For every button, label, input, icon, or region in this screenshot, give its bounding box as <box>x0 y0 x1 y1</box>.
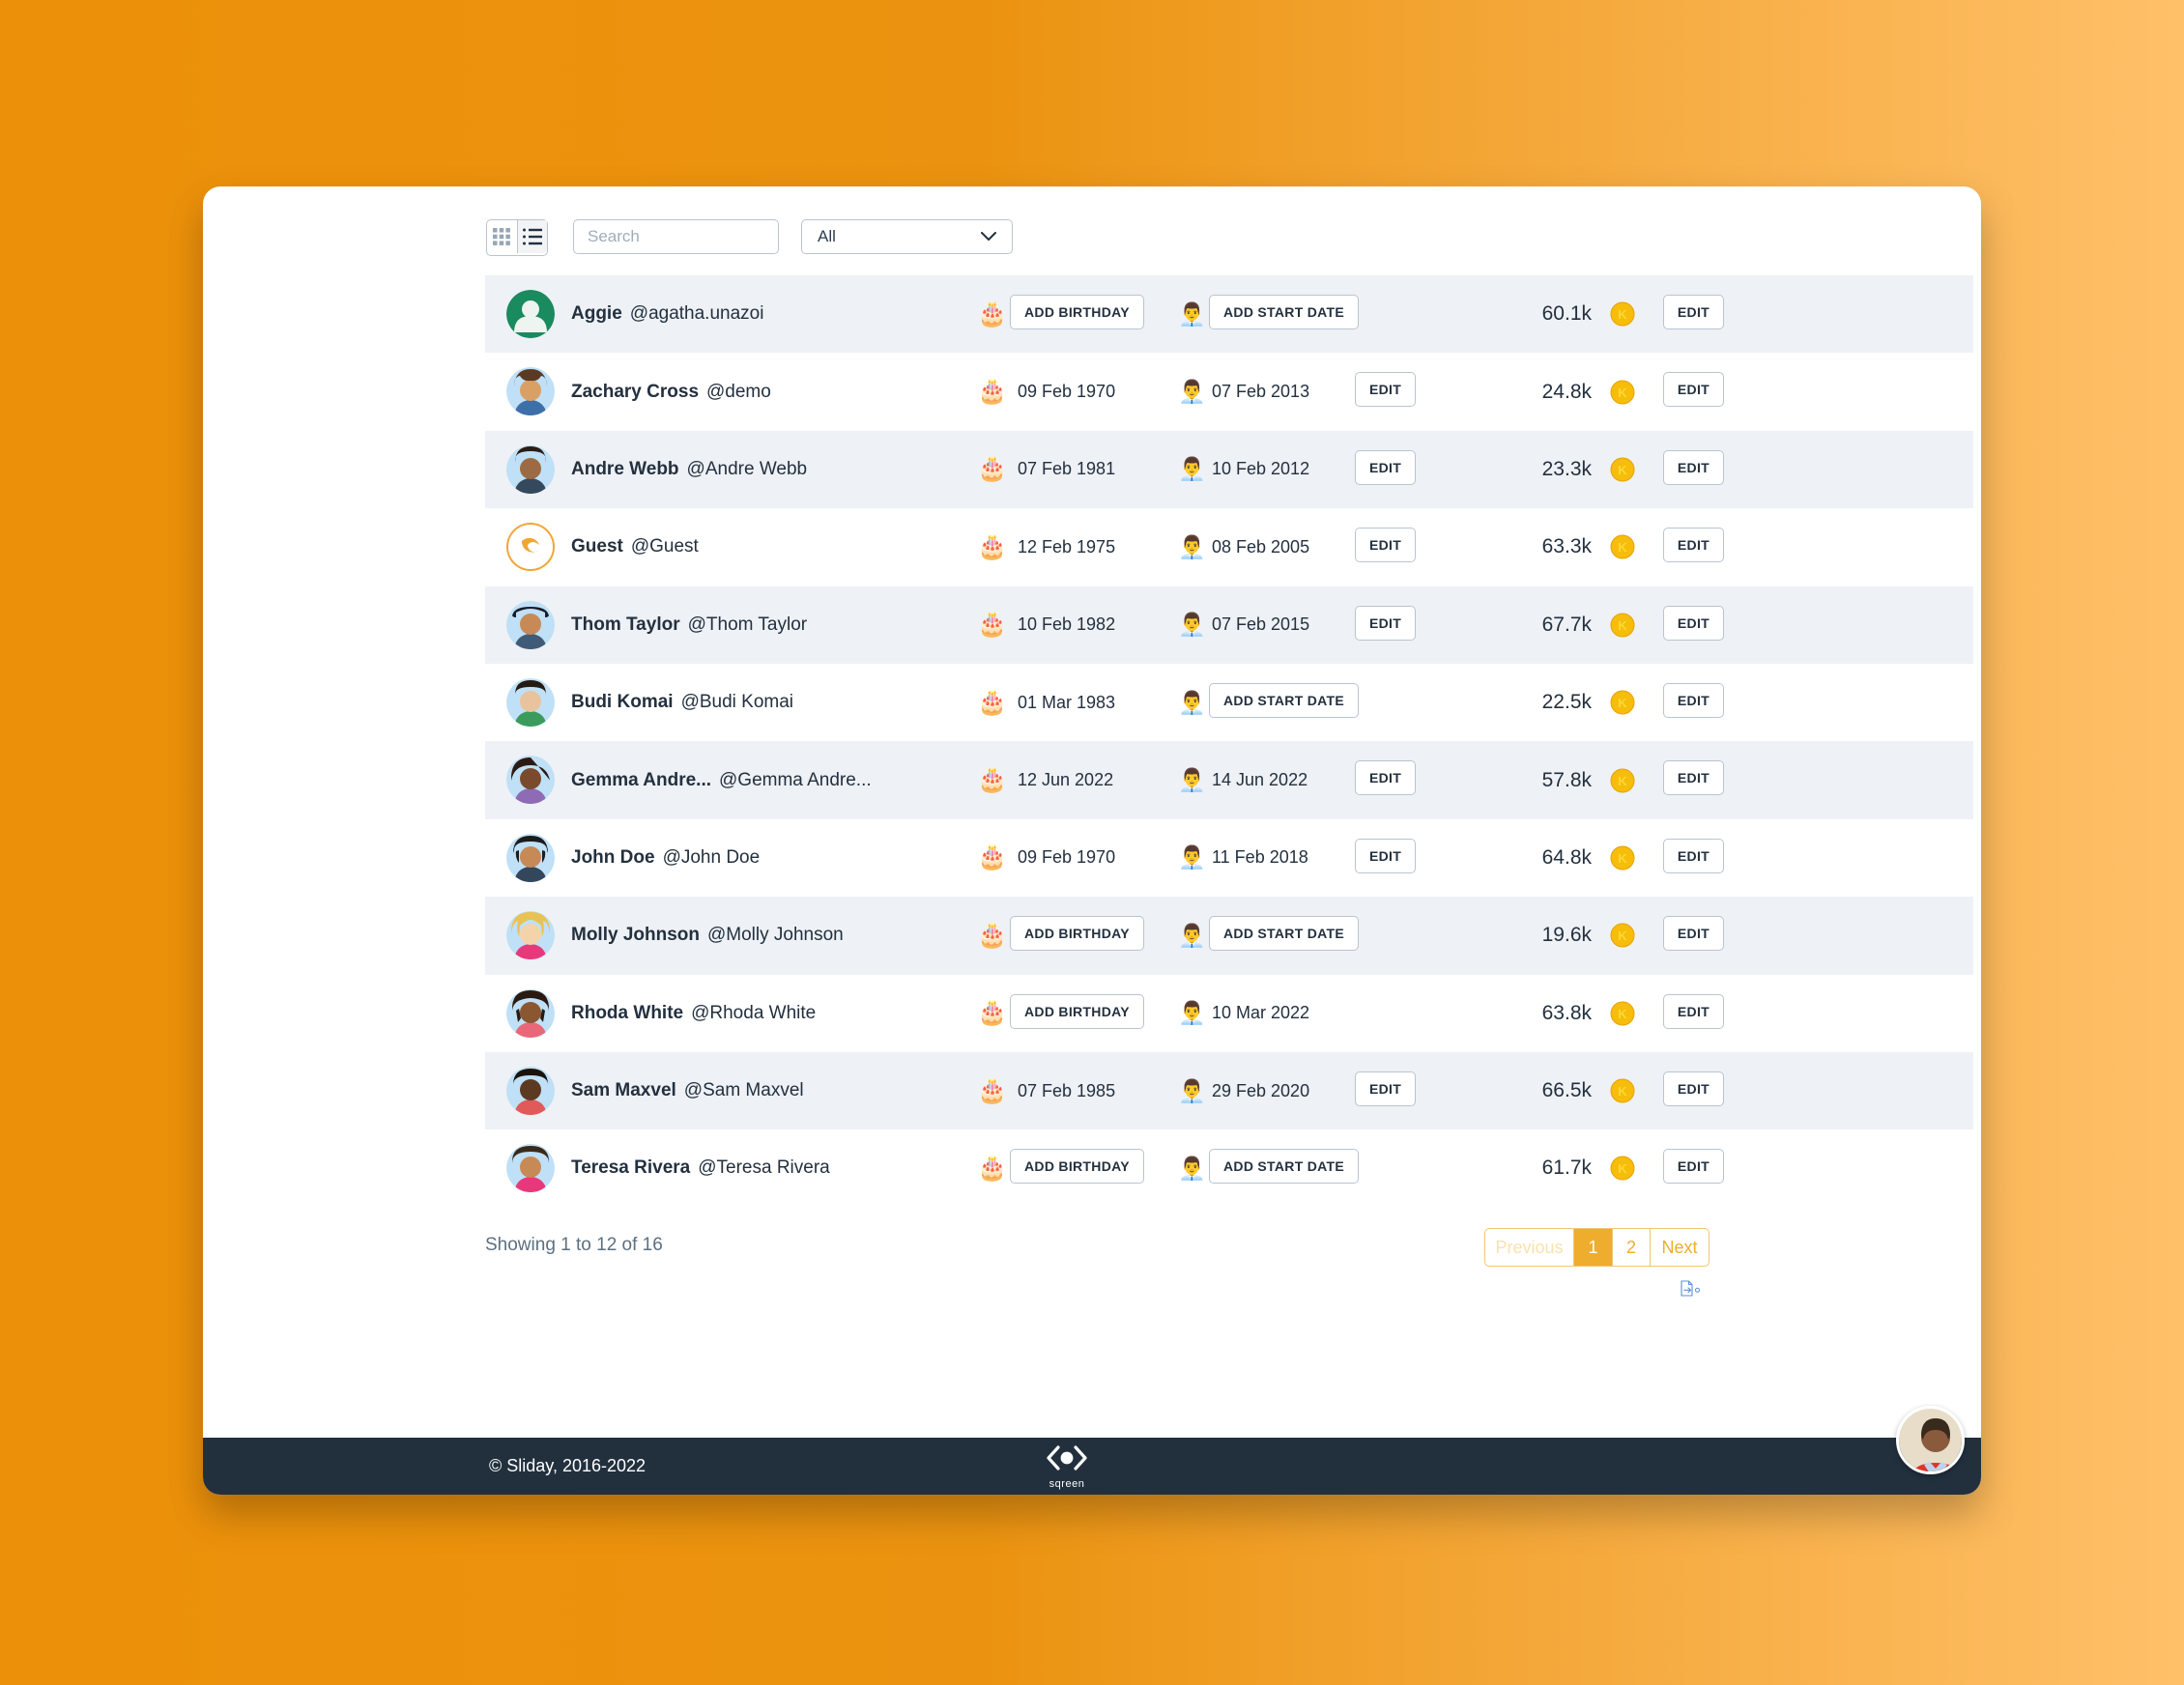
svg-text:K: K <box>1618 1084 1627 1099</box>
svg-text:K: K <box>1618 463 1627 477</box>
svg-text:K: K <box>1618 928 1627 943</box>
svg-text:K: K <box>1618 774 1627 788</box>
svg-text:K: K <box>1618 618 1627 633</box>
svg-text:K: K <box>1618 540 1627 555</box>
svg-text:K: K <box>1618 307 1627 322</box>
svg-text:K: K <box>1618 1007 1627 1021</box>
svg-text:K: K <box>1618 851 1627 866</box>
svg-text:K: K <box>1618 1161 1627 1176</box>
svg-text:K: K <box>1618 696 1627 710</box>
svg-text:K: K <box>1618 386 1627 400</box>
